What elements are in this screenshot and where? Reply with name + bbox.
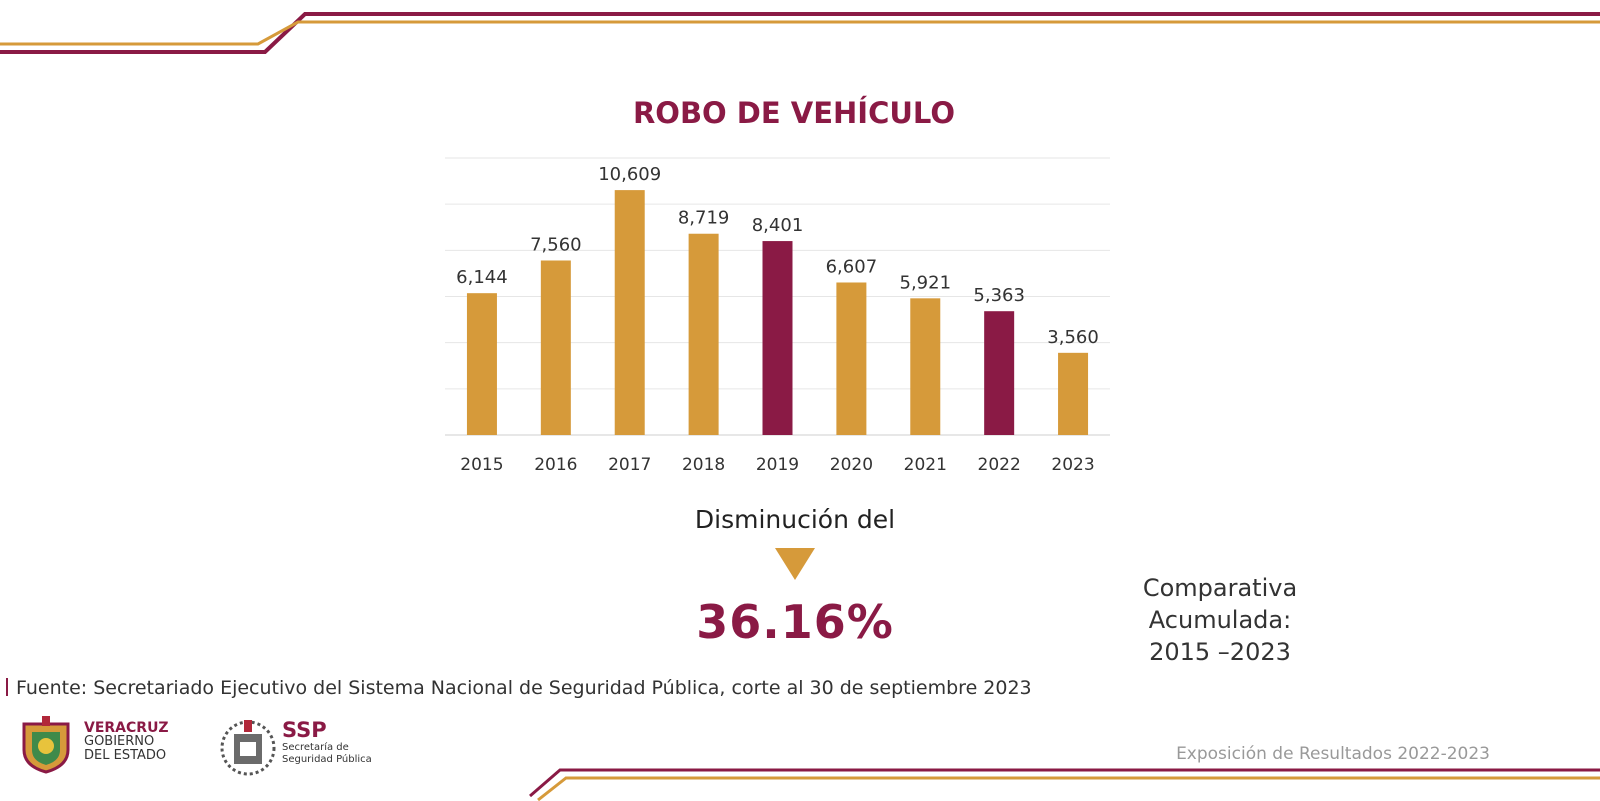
decrease-label: Disminución del bbox=[694, 505, 896, 534]
bar-2015 bbox=[466, 293, 497, 435]
veracruz-logo: VERACRUZ GOBIERNO DEL ESTADO bbox=[16, 716, 186, 776]
x-tick-label-2015: 2015 bbox=[460, 455, 503, 475]
data-label-2016: 7,560 bbox=[530, 234, 582, 255]
veracruz-logo-line-2: GOBIERNO bbox=[84, 734, 155, 749]
x-tick-label-2018: 2018 bbox=[682, 455, 725, 475]
veracruz-logo-line-1: VERACRUZ bbox=[84, 720, 169, 736]
data-label-2020: 6,607 bbox=[826, 256, 878, 277]
down-arrow-icon bbox=[775, 548, 815, 580]
bar-2017 bbox=[614, 190, 645, 435]
source-text: Fuente: Secretariado Ejecutivo del Siste… bbox=[16, 677, 1032, 699]
footer-title: Exposición de Resultados 2022-2023 bbox=[1176, 744, 1490, 764]
x-tick-label-2016: 2016 bbox=[534, 455, 577, 475]
data-label-2018: 8,719 bbox=[678, 208, 730, 229]
data-label-2023: 3,560 bbox=[1047, 327, 1099, 348]
ssp-logo-text: SSP Secretaría de Seguridad Pública bbox=[282, 718, 372, 766]
data-label-2019: 8,401 bbox=[752, 215, 804, 236]
bar-chart: 6,144 2015 7,560 2016 10,609 2017 8,719 2018 8,4… bbox=[445, 157, 1110, 475]
source-note: Fuente: Secretariado Ejecutivo del Siste… bbox=[6, 677, 1032, 699]
ssp-logo-line-2: Seguridad Pública bbox=[282, 754, 372, 765]
veracruz-logo-line-3: DEL ESTADO bbox=[84, 748, 167, 763]
top-decoration bbox=[0, 12, 1600, 54]
x-tick-label-2017: 2017 bbox=[608, 455, 651, 475]
ssp-seal-icon bbox=[220, 720, 276, 776]
x-tick-label-2022: 2022 bbox=[978, 455, 1021, 475]
x-tick-label-2020: 2020 bbox=[830, 455, 873, 475]
comparison-line-1: Comparativa bbox=[1142, 574, 1298, 602]
ssp-logo-line-1: Secretaría de bbox=[282, 742, 349, 753]
x-tick-label-2019: 2019 bbox=[756, 455, 799, 475]
veracruz-shield-icon bbox=[22, 716, 70, 774]
x-tick-label-2021: 2021 bbox=[904, 455, 947, 475]
data-label-2022: 5,363 bbox=[973, 285, 1025, 306]
bar-2016 bbox=[540, 260, 571, 435]
data-label-2017: 10,609 bbox=[598, 164, 661, 185]
ssp-logo-acronym: SSP bbox=[282, 718, 327, 742]
data-label-2021: 5,921 bbox=[900, 272, 952, 293]
veracruz-logo-text: VERACRUZ GOBIERNO DEL ESTADO bbox=[84, 721, 169, 763]
decrease-percent: 36.16% bbox=[696, 595, 894, 649]
bar-2019 bbox=[762, 241, 793, 435]
ssp-logo: SSP Secretaría de Seguridad Pública bbox=[220, 716, 400, 776]
comparison-line-2: Acumulada: bbox=[1148, 606, 1292, 634]
x-tick-label-2023: 2023 bbox=[1051, 455, 1094, 475]
source-accent-bar bbox=[6, 678, 8, 696]
comparison-note: Comparativa Acumulada: 2015 –2023 bbox=[1105, 572, 1335, 668]
bar-2023 bbox=[1058, 352, 1089, 435]
bar-2018 bbox=[688, 233, 719, 435]
data-label-2015: 6,144 bbox=[456, 267, 508, 288]
chart-title: ROBO DE VEHÍCULO bbox=[632, 96, 956, 130]
bar-2021 bbox=[910, 298, 941, 435]
bar-2020 bbox=[836, 282, 867, 435]
bar-2022 bbox=[984, 311, 1015, 435]
comparison-line-3: 2015 –2023 bbox=[1149, 638, 1291, 666]
